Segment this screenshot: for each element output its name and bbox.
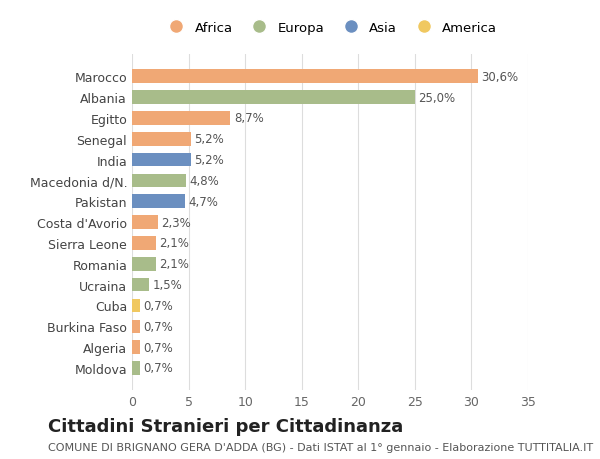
Bar [132, 341, 140, 354]
Text: COMUNE DI BRIGNANO GERA D'ADDA (BG) - Dati ISTAT al 1° gennaio - Elaborazione TU: COMUNE DI BRIGNANO GERA D'ADDA (BG) - Da… [48, 442, 593, 452]
Bar [132, 278, 149, 292]
Text: 0,7%: 0,7% [143, 320, 173, 333]
Bar [132, 195, 185, 208]
Bar [132, 174, 187, 188]
Text: 2,1%: 2,1% [159, 237, 189, 250]
Text: 25,0%: 25,0% [418, 91, 455, 104]
Text: 2,1%: 2,1% [159, 257, 189, 271]
Legend: Africa, Europa, Asia, America: Africa, Europa, Asia, America [159, 18, 501, 39]
Text: 8,7%: 8,7% [234, 112, 263, 125]
Text: 0,7%: 0,7% [143, 299, 173, 312]
Bar [132, 70, 478, 84]
Text: 1,5%: 1,5% [152, 279, 182, 291]
Bar [132, 153, 191, 167]
Text: 0,7%: 0,7% [143, 341, 173, 354]
Bar [132, 112, 230, 125]
Text: 0,7%: 0,7% [143, 362, 173, 375]
Bar [132, 299, 140, 313]
Bar [132, 257, 156, 271]
Bar [132, 216, 158, 230]
Text: 5,2%: 5,2% [194, 133, 224, 146]
Text: 4,8%: 4,8% [190, 174, 220, 188]
Bar [132, 91, 415, 105]
Bar [132, 133, 191, 146]
Bar [132, 361, 140, 375]
Text: 30,6%: 30,6% [482, 71, 519, 84]
Bar [132, 237, 156, 250]
Text: 2,3%: 2,3% [161, 216, 191, 229]
Text: Cittadini Stranieri per Cittadinanza: Cittadini Stranieri per Cittadinanza [48, 418, 403, 436]
Bar [132, 320, 140, 333]
Text: 4,7%: 4,7% [188, 196, 218, 208]
Text: 5,2%: 5,2% [194, 154, 224, 167]
